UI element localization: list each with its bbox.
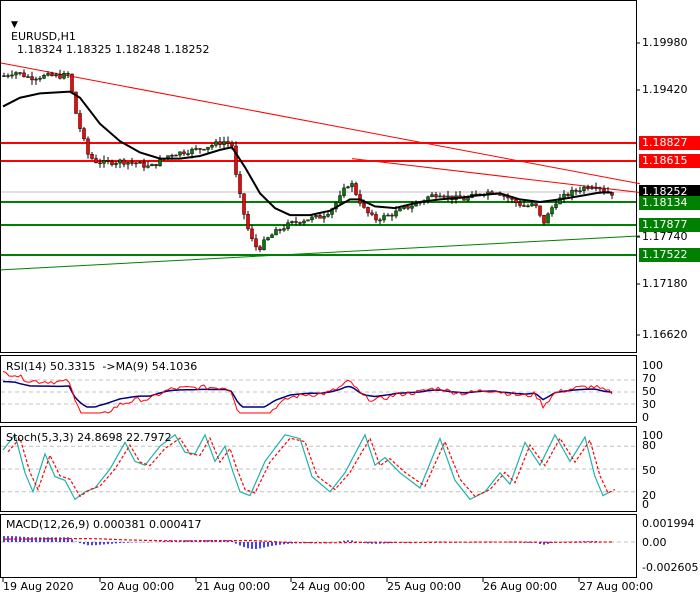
time-label: 19 Aug 2020 (3, 580, 74, 593)
level-tag-support-3: 1.17522 (639, 248, 700, 262)
price-tick: 1.17180 (642, 277, 688, 290)
stoch-tick: 100 (642, 429, 663, 442)
level-tag-current-price: 1.18252 (639, 185, 700, 199)
rsi-tick: 70 (642, 372, 656, 385)
rsi-title: RSI(14) 50.3315 ->MA(9) 54.1036 (6, 360, 198, 373)
ohlc-values: 1.18324 1.18325 1.18248 1.18252 (17, 43, 210, 56)
price-tick: 1.19980 (642, 36, 688, 49)
symbol-label: EURUSD,H1 (11, 30, 76, 43)
macd-tick: -0.002605 (642, 561, 699, 574)
stoch-panel-frame (0, 426, 637, 512)
chart-header: ▼ EURUSD,H1 1.18324 1.18325 1.18248 1.18… (4, 4, 209, 56)
price-tick: 1.16620 (642, 328, 688, 341)
level-tag-resistance-2: 1.18615 (639, 154, 700, 168)
rsi-tick: 100 (642, 359, 663, 372)
time-label: 26 Aug 00:00 (483, 580, 558, 593)
price-tick: 1.19420 (642, 83, 688, 96)
level-tag-resistance-1: 1.18827 (639, 136, 700, 150)
macd-tick: 0.00 (642, 536, 667, 549)
price-tick: 1.17740 (642, 230, 688, 243)
rsi-tick: 50 (642, 385, 656, 398)
main-panel-frame (0, 0, 637, 353)
rsi-plot (1, 370, 636, 414)
time-label: 27 Aug 00:00 (579, 580, 654, 593)
stoch-title: Stoch(5,3,3) 24.8698 22.7972 (6, 431, 172, 444)
stoch-plot (1, 433, 636, 501)
rsi-panel-frame (0, 355, 637, 423)
rsi-tick: 30 (642, 398, 656, 411)
stoch-tick: 20 (642, 489, 656, 502)
stoch-tick: 80 (642, 439, 656, 452)
rsi-tick: 0 (642, 411, 649, 424)
time-label: 20 Aug 00:00 (100, 580, 175, 593)
triangle-down-icon[interactable]: ▼ (11, 20, 18, 30)
axis-ticks (2, 42, 640, 582)
macd-panel-frame (0, 514, 637, 578)
macd-title: MACD(12,26,9) 0.000381 0.000417 (6, 518, 202, 531)
level-tag-support-1: 1.18134 (639, 196, 700, 210)
stoch-tick: 50 (642, 464, 656, 477)
time-label: 24 Aug 00:00 (291, 580, 366, 593)
time-label: 25 Aug 00:00 (387, 580, 462, 593)
level-tag-support-2: 1.17877 (639, 218, 700, 232)
macd-tick: 0.001994 (642, 517, 695, 530)
time-label: 21 Aug 00:00 (196, 580, 271, 593)
macd-plot (1, 536, 636, 550)
price-plot (0, 62, 641, 271)
stoch-tick: 0 (642, 498, 649, 511)
